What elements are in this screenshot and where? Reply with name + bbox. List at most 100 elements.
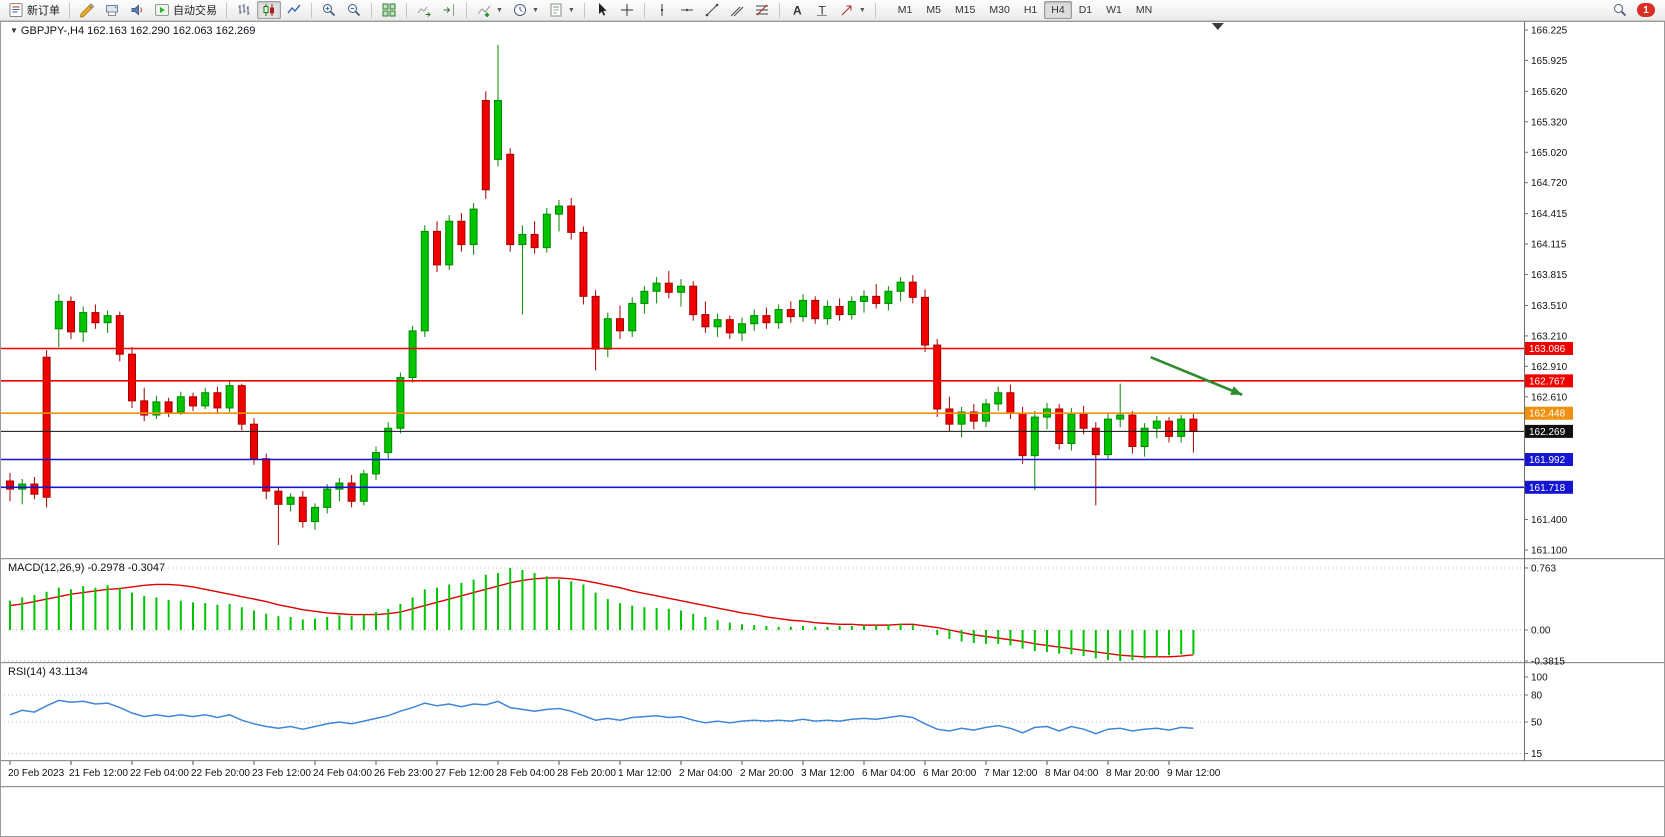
- cursor-tool-button[interactable]: [590, 1, 614, 19]
- timeframe-button-d1[interactable]: D1: [1078, 4, 1093, 16]
- price-axis-label: 165.320: [1531, 117, 1568, 128]
- rsi-pane: 100 80 50 15: [0, 673, 1548, 760]
- toolbar-separator: [874, 2, 876, 18]
- svg-text:T: T: [818, 4, 826, 18]
- price-axis-label: 164.115: [1531, 240, 1567, 251]
- toolbar-separator: [583, 2, 585, 18]
- time-axis-label: 9 Mar 12:00: [1167, 768, 1221, 779]
- timeframe-button-w1[interactable]: W1: [1106, 4, 1122, 16]
- time-axis-label: 28 Feb 20:00: [557, 768, 616, 779]
- time-axis-label: 7 Mar 12:00: [984, 768, 1038, 779]
- alerts-button[interactable]: [125, 1, 149, 19]
- time-axis-label: 3 Mar 12:00: [801, 768, 855, 779]
- search-icon: [1614, 4, 1627, 17]
- time-axis-label: 22 Feb 04:00: [130, 768, 189, 779]
- time-axis-label: 23 Feb 12:00: [252, 768, 311, 779]
- text-icon: A: [793, 4, 802, 18]
- templates-button[interactable]: ▼: [544, 1, 579, 19]
- auto-scroll-button[interactable]: [412, 1, 436, 19]
- chevron-down-icon: ▼: [531, 6, 539, 14]
- price-level-label: 162.269: [1529, 427, 1566, 438]
- price-axis-label: 163.210: [1531, 331, 1568, 342]
- timeframe-button-m1[interactable]: M1: [897, 4, 913, 16]
- autotrading-button[interactable]: 自动交易: [150, 1, 221, 19]
- new-order-label: 新订单: [27, 5, 60, 17]
- clock-icon: [513, 4, 526, 16]
- timeframe-button-m15[interactable]: M15: [954, 4, 976, 16]
- text-label-tool-button[interactable]: T: [810, 1, 834, 19]
- horizontal-line-tool-button[interactable]: [675, 1, 699, 19]
- rsi-axis-label: 100: [1531, 673, 1548, 684]
- macd-axis-label: 0.00: [1531, 626, 1551, 637]
- timeframe-button-h1[interactable]: H1: [1023, 4, 1038, 16]
- time-axis-label: 26 Feb 23:00: [374, 768, 433, 779]
- chart-shift-marker[interactable]: [1211, 23, 1224, 30]
- toolbar-separator: [311, 2, 312, 18]
- fibonacci-tool-button[interactable]: [750, 1, 774, 19]
- bar-chart-button[interactable]: [232, 1, 256, 19]
- printer-icon: [106, 5, 118, 16]
- price-axis-label: 162.610: [1531, 392, 1568, 403]
- trendline-tool-button[interactable]: [700, 1, 724, 19]
- candlestick-chart-icon: [263, 4, 274, 16]
- metaeditor-button[interactable]: [75, 1, 99, 19]
- vertical-line-tool-button[interactable]: [650, 1, 674, 19]
- crosshair-tool-button[interactable]: [615, 1, 639, 19]
- price-level-label-box: [1525, 424, 1573, 438]
- tile-windows-button[interactable]: [377, 1, 401, 19]
- timeframe-button-h4[interactable]: H4: [1044, 1, 1072, 19]
- time-axis-label: 21 Feb 12:00: [69, 768, 128, 779]
- price-level-label-box: [1525, 452, 1573, 466]
- notification-badge[interactable]: 1: [1637, 3, 1655, 17]
- text-tool-button[interactable]: A: [785, 1, 809, 19]
- line-chart-icon: [287, 4, 301, 14]
- zoom-out-button[interactable]: [342, 1, 366, 19]
- timeframe-button-m30[interactable]: M30: [989, 4, 1010, 16]
- price-level-label-box: [1525, 341, 1573, 355]
- channel-tool-button[interactable]: [725, 1, 749, 19]
- new-order-button[interactable]: 新订单: [4, 1, 64, 19]
- line-chart-button[interactable]: [282, 1, 306, 19]
- price-axis-label: 161.400: [1531, 515, 1568, 526]
- price-axis-label: 163.815: [1531, 270, 1568, 281]
- price-level-label: 162.767: [1529, 376, 1566, 387]
- auto-scroll-icon: [417, 6, 431, 17]
- crosshair-icon: [620, 4, 633, 16]
- time-axis[interactable]: 20 Feb 2023 21 Feb 12:00 22 Feb 04:00 22 Fe…: [8, 761, 1221, 779]
- chart-canvas[interactable]: 166.225 165.925 165.620 165.320 165.020 164.7…: [0, 21, 1665, 837]
- indicators-icon: [477, 5, 491, 17]
- print-preview-button[interactable]: [100, 1, 124, 19]
- chart-background: [0, 21, 1665, 837]
- zoom-in-button[interactable]: [317, 1, 341, 19]
- time-axis-label: 1 Mar 12:00: [618, 768, 672, 779]
- trend-arrow-head: [1230, 386, 1243, 395]
- time-axis-label: 6 Mar 20:00: [923, 768, 977, 779]
- autotrading-play-icon: [155, 4, 169, 16]
- timeframe-button-mn[interactable]: MN: [1135, 4, 1153, 16]
- price-axis[interactable]: 166.225 165.925 165.620 165.320 165.020 164.7…: [1524, 21, 1573, 761]
- price-axis-label: 165.620: [1531, 87, 1568, 98]
- main-toolbar: 新订单 自动交易 ▼ ▼ ▼ A T ▼ M1 M5 M15 M30 H1 H4 D1 W1 M…: [0, 0, 1665, 21]
- time-axis-label: 28 Feb 04:00: [496, 768, 555, 779]
- time-axis-label: 20 Feb 2023: [8, 768, 65, 779]
- macd-histogram: [9, 567, 1195, 662]
- rsi-axis-label: 80: [1531, 691, 1543, 702]
- toolbar-separator: [69, 2, 70, 18]
- periods-button[interactable]: ▼: [508, 1, 543, 19]
- time-axis-label: 6 Mar 04:00: [862, 768, 916, 779]
- indicators-button[interactable]: ▼: [472, 1, 507, 19]
- tile-windows-icon: [382, 3, 396, 17]
- rsi-axis-label: 15: [1531, 749, 1543, 760]
- macd-axis-label: 0.763: [1531, 563, 1556, 574]
- timeframe-group: M1 M5 M15 M30 H1 H4 D1 W1 MN: [891, 1, 1159, 19]
- price-level-label: 161.718: [1529, 483, 1566, 494]
- trend-arrow-annotation[interactable]: [1150, 356, 1243, 396]
- candlestick-chart-button[interactable]: [257, 1, 281, 19]
- chart-shift-button[interactable]: [437, 1, 461, 19]
- search-button[interactable]: [1608, 1, 1632, 19]
- price-axis-label: 161.100: [1531, 545, 1568, 556]
- rsi-line: [9, 699, 1194, 735]
- timeframe-button-m5[interactable]: M5: [926, 4, 941, 16]
- arrows-tool-button[interactable]: ▼: [835, 1, 870, 19]
- metaeditor-icon: [79, 3, 95, 18]
